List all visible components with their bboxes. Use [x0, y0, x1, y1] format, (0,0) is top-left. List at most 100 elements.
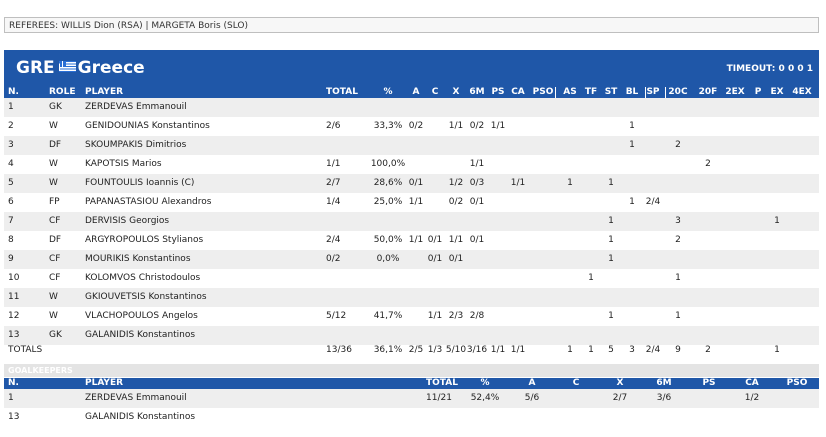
cell-total: 2/4	[326, 235, 341, 245]
cell-pct: 33,3%	[373, 121, 403, 131]
column-header-p: P	[754, 87, 762, 97]
cell-n: 1	[8, 102, 14, 112]
cell-role: W	[49, 311, 58, 321]
cell-st: 1	[608, 254, 614, 264]
team-title: GRE Greece	[16, 58, 145, 78]
cell-role: GK	[49, 330, 62, 340]
gk-column-header-ps: PS	[702, 378, 716, 388]
gk-cell-n: 1	[8, 393, 14, 403]
column-header-: %	[383, 87, 393, 97]
cell-a: 1/1	[408, 235, 424, 245]
team-header: GRE Greece TIMEOUT: 0 0 0 1	[4, 50, 819, 87]
player-name: SKOUMPAKIS Dimitrios	[85, 140, 187, 150]
cell-f20: 2	[705, 159, 711, 169]
totals-m6: 3/16	[466, 345, 488, 355]
cell-total: 2/7	[326, 178, 341, 188]
cell-n: 11	[8, 292, 20, 302]
goalkeeper-column-headers: N. PLAYER TOTAL% A C X 6M PS CA PSO	[4, 378, 819, 389]
column-header-player: PLAYER	[85, 87, 124, 97]
cell-role: DF	[49, 235, 62, 245]
cell-total: 1/4	[326, 197, 341, 207]
cell-pct: 41,7%	[373, 311, 403, 321]
totals-total: 13/36	[326, 345, 352, 355]
totals-pct: 36,1%	[373, 345, 403, 355]
cell-n: 4	[8, 159, 14, 169]
cell-n: 3	[8, 140, 14, 150]
totals-tf: 1	[588, 345, 594, 355]
cell-c20: 1	[675, 311, 681, 321]
cell-st: 1	[608, 178, 614, 188]
player-name: ARGYROPOULOS Stylianos	[85, 235, 204, 245]
cell-x: 2/3	[448, 311, 464, 321]
column-header-total: TOTAL	[326, 87, 358, 97]
gk-cell-a: 5/6	[524, 393, 540, 403]
goalkeeper-name: ZERDEVAS Emmanouil	[85, 393, 187, 403]
cell-c20: 2	[675, 140, 681, 150]
player-name: DERVISIS Georgios	[85, 216, 170, 226]
column-header-a: A	[412, 87, 420, 97]
gk-column-header-pso: PSO	[786, 378, 808, 388]
cell-c: 0/1	[427, 235, 443, 245]
cell-sp: 2/4	[645, 197, 661, 207]
cell-pct: 25,0%	[373, 197, 403, 207]
totals-bl: 3	[629, 345, 635, 355]
cell-c20: 3	[675, 216, 681, 226]
gk-cell-pct: 52,4%	[470, 393, 500, 403]
cell-n: 2	[8, 121, 14, 131]
cell-m6: 1/1	[469, 159, 485, 169]
column-header-ca: CA	[511, 87, 525, 97]
column-separator	[645, 87, 646, 98]
cell-bl: 1	[629, 121, 635, 131]
totals-a: 2/5	[408, 345, 424, 355]
cell-c20: 1	[675, 273, 681, 283]
goalkeepers-section-title: GOALKEEPERS	[4, 364, 819, 377]
cell-c: 0/1	[427, 254, 443, 264]
totals-c20: 9	[675, 345, 681, 355]
gk-column-header-a: A	[528, 378, 536, 388]
player-name: MOURIKIS Konstantinos	[85, 254, 191, 264]
gk-column-header-n: N.	[8, 378, 19, 388]
cell-m6: 2/8	[469, 311, 485, 321]
cell-role: CF	[49, 254, 61, 264]
gk-column-header-ca: CA	[745, 378, 759, 388]
column-header-6m: 6M	[469, 87, 485, 97]
cell-n: 12	[8, 311, 20, 321]
cell-x: 0/2	[448, 197, 464, 207]
referees-bar: REFEREES: WILLIS Dion (RSA) | MARGETA Bo…	[4, 17, 819, 33]
totals-f20: 2	[705, 345, 711, 355]
player-name: GALANIDIS Konstantinos	[85, 330, 196, 340]
cell-role: DF	[49, 140, 62, 150]
player-name: FOUNTOULIS Ioannis (C)	[85, 178, 195, 188]
team-code: GRE	[16, 58, 55, 78]
cell-tf: 1	[588, 273, 594, 283]
table-row: 2 W GENIDOUNIAS Konstantinos 2/6 33,3% 0/2 1/1…	[4, 117, 819, 136]
totals-c: 1/3	[427, 345, 443, 355]
totals-ca: 1/1	[510, 345, 526, 355]
column-header-pso: PSO	[532, 87, 554, 97]
gk-cell-x: 2/7	[612, 393, 628, 403]
cell-x: 1/1	[448, 235, 464, 245]
cell-a: 1/1	[408, 197, 424, 207]
player-name: KAPOTSIS Marios	[85, 159, 162, 169]
table-row: 3 DF SKOUMPAKIS Dimitrios 1 2	[4, 136, 819, 155]
cell-m6: 0/3	[469, 178, 485, 188]
cell-total: 1/1	[326, 159, 341, 169]
cell-role: W	[49, 292, 58, 302]
gk-cell-total: 11/21	[426, 393, 452, 403]
player-name: KOLOMVOS Christodoulos	[85, 273, 201, 283]
player-name: PAPANASTASIOU Alexandros	[85, 197, 212, 207]
column-header-2ex: 2EX	[725, 87, 745, 97]
cell-total: 5/12	[326, 311, 347, 321]
gk-column-header-total: TOTAL	[426, 378, 458, 388]
cell-c: 1/1	[427, 311, 443, 321]
cell-role: GK	[49, 102, 62, 112]
column-header-role: ROLE	[49, 87, 76, 97]
totals-as: 1	[567, 345, 573, 355]
table-row: 4 W KAPOTSIS Marios 1/1 100,0% 1/1 2	[4, 155, 819, 174]
table-row: 5 W FOUNTOULIS Ioannis (C) 2/7 28,6% 0/1 1/2 0/…	[4, 174, 819, 193]
cell-st: 1	[608, 216, 614, 226]
table-row: 7 CF DERVISIS Georgios 1 3 1	[4, 212, 819, 231]
cell-n: 7	[8, 216, 14, 226]
totals-sp: 2/4	[645, 345, 661, 355]
gk-column-header-6m: 6M	[656, 378, 672, 388]
